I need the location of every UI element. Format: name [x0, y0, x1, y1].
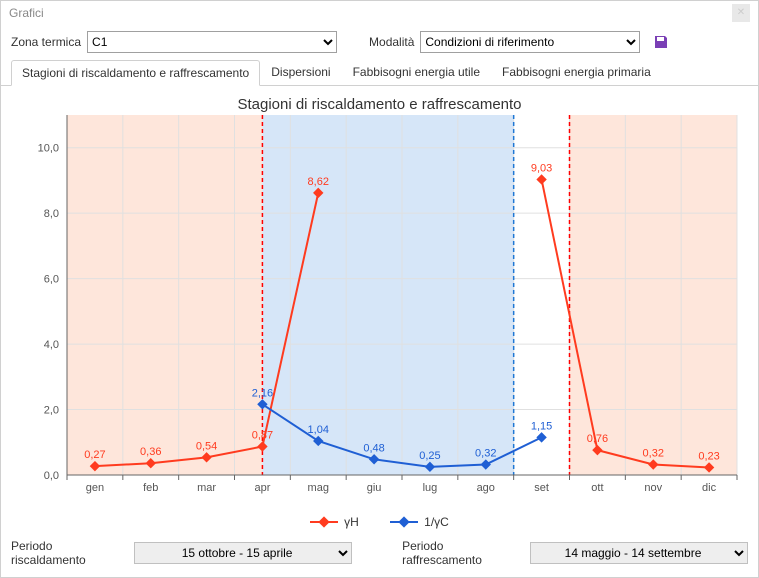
- svg-text:mar: mar: [197, 482, 216, 494]
- svg-text:0,36: 0,36: [140, 446, 161, 458]
- svg-text:0,87: 0,87: [252, 430, 273, 442]
- svg-text:0,23: 0,23: [698, 450, 719, 462]
- svg-text:apr: apr: [254, 482, 270, 494]
- chart-svg: 0,0 2,0 4,0 6,0 8,0 10,0 gen feb mar apr mag giu lug…: [11, 115, 746, 505]
- svg-text:giu: giu: [367, 482, 382, 494]
- cooling-period-select[interactable]: 14 maggio - 14 settembre: [530, 542, 748, 564]
- svg-text:4,0: 4,0: [44, 339, 59, 351]
- svg-text:0,0: 0,0: [44, 470, 59, 482]
- tab-stagioni[interactable]: Stagioni di riscaldamento e raffrescamen…: [11, 60, 260, 86]
- svg-text:mag: mag: [308, 482, 329, 494]
- tab-strip: Stagioni di riscaldamento e raffrescamen…: [1, 59, 758, 86]
- save-icon[interactable]: [652, 33, 670, 51]
- svg-text:8,0: 8,0: [44, 208, 59, 220]
- svg-text:feb: feb: [143, 482, 158, 494]
- footer-row: Periodo riscaldamento 15 ottobre - 15 ap…: [1, 533, 758, 573]
- legend: γH 1/γC: [11, 508, 748, 533]
- svg-text:ott: ott: [591, 482, 603, 494]
- svg-text:0,25: 0,25: [419, 450, 440, 462]
- svg-text:ago: ago: [477, 482, 495, 494]
- svg-text:0,32: 0,32: [643, 448, 664, 460]
- legend-item-gh: γH: [310, 515, 359, 529]
- legend-item-gc: 1/γC: [390, 515, 449, 529]
- zona-label: Zona termica: [11, 35, 81, 49]
- chart-title: Stagioni di riscaldamento e raffrescamen…: [11, 90, 748, 115]
- svg-text:6,0: 6,0: [44, 274, 59, 286]
- svg-text:0,32: 0,32: [475, 448, 496, 460]
- svg-text:dic: dic: [702, 482, 717, 494]
- tab-fabbisogni-primaria[interactable]: Fabbisogni energia primaria: [491, 59, 662, 85]
- svg-text:lug: lug: [423, 482, 438, 494]
- svg-text:0,76: 0,76: [587, 433, 608, 445]
- chart-area: Stagioni di riscaldamento e raffrescamen…: [1, 86, 758, 533]
- tab-dispersioni[interactable]: Dispersioni: [260, 59, 341, 85]
- svg-text:gen: gen: [86, 482, 104, 494]
- modalita-select[interactable]: Condizioni di riferimento: [420, 31, 640, 53]
- heating-period-select[interactable]: 15 ottobre - 15 aprile: [134, 542, 352, 564]
- svg-text:10,0: 10,0: [38, 143, 59, 155]
- cooling-period-label: Periodo raffrescamento: [402, 539, 520, 567]
- svg-text:2,0: 2,0: [44, 405, 59, 417]
- tab-fabbisogni-utile[interactable]: Fabbisogni energia utile: [342, 59, 491, 85]
- svg-text:2,16: 2,16: [252, 387, 273, 399]
- svg-text:9,03: 9,03: [531, 162, 552, 174]
- svg-text:8,62: 8,62: [308, 176, 329, 188]
- close-icon[interactable]: ✕: [732, 4, 750, 22]
- titlebar: Grafici ✕: [1, 1, 758, 25]
- svg-text:nov: nov: [644, 482, 662, 494]
- svg-text:0,27: 0,27: [84, 449, 105, 461]
- modalita-label: Modalità: [369, 35, 414, 49]
- svg-text:1,04: 1,04: [308, 424, 329, 436]
- svg-text:0,54: 0,54: [196, 440, 217, 452]
- svg-text:0,48: 0,48: [363, 442, 384, 454]
- window-title: Grafici: [9, 6, 44, 20]
- svg-text:set: set: [534, 482, 549, 494]
- heating-period-label: Periodo riscaldamento: [11, 539, 124, 567]
- controls-row: Zona termica C1 Modalità Condizioni di r…: [1, 25, 758, 59]
- zona-select[interactable]: C1: [87, 31, 337, 53]
- svg-text:1,15: 1,15: [531, 420, 552, 432]
